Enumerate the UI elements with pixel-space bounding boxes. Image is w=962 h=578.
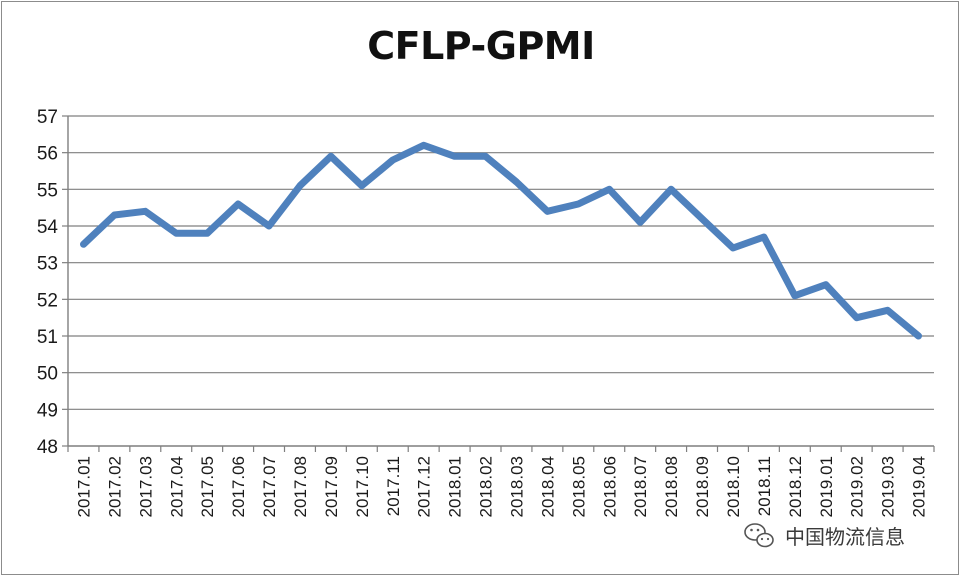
watermark: 中国物流信息 — [744, 523, 905, 549]
x-tick-label: 2019.04 — [910, 456, 929, 517]
x-tick-label: 2018.03 — [507, 456, 526, 517]
x-tick-label: 2018.11 — [755, 456, 774, 516]
data-point — [729, 245, 736, 251]
data-point — [327, 153, 334, 160]
data-point — [575, 201, 582, 207]
x-tick-label: 2018.06 — [600, 456, 619, 517]
y-tick-label: 49 — [37, 400, 58, 421]
data-point — [266, 223, 273, 229]
x-tick-label: 2017.01 — [74, 456, 93, 517]
x-tick-label: 2017.03 — [136, 456, 155, 517]
x-tick-label: 2017.11 — [384, 456, 403, 516]
y-tick-label: 57 — [37, 107, 58, 128]
wechat-icon — [744, 523, 774, 548]
data-point — [173, 230, 180, 237]
x-tick-label: 2018.10 — [724, 456, 743, 517]
data-point — [389, 157, 396, 163]
series-line — [80, 141, 922, 340]
series-group — [80, 141, 922, 340]
y-tick-label: 52 — [37, 290, 58, 311]
x-axis-ticks: 2017.01 2017.02 2017.03 2017.04 2017.05 2017.… — [67, 446, 935, 517]
x-tick-label: 2018.02 — [477, 456, 496, 517]
data-point — [760, 234, 767, 240]
x-tick-label: 2019.02 — [848, 456, 867, 517]
x-tick-label: 2017.02 — [105, 456, 124, 517]
x-tick-label: 2019.01 — [817, 456, 836, 517]
data-point — [142, 208, 149, 215]
x-tick-label: 2018.08 — [662, 456, 681, 517]
y-tick-label: 56 — [37, 144, 58, 165]
x-tick-label: 2018.12 — [786, 456, 805, 517]
data-point — [853, 314, 860, 321]
x-tick-label: 2018.05 — [569, 456, 588, 517]
y-axis-ticks: 48 49 50 51 52 53 54 55 56 57 — [37, 107, 68, 458]
data-point — [791, 292, 798, 299]
x-tick-label: 2018.09 — [693, 456, 712, 517]
y-tick-label: 53 — [37, 254, 58, 275]
y-tick-label: 51 — [37, 327, 58, 348]
data-point — [606, 186, 613, 193]
data-point — [235, 201, 242, 207]
x-tick-label: 2017.05 — [198, 456, 217, 517]
data-point — [80, 241, 87, 248]
data-point — [699, 215, 706, 222]
x-tick-label: 2017.06 — [229, 456, 248, 517]
data-point — [915, 333, 922, 339]
data-point — [668, 186, 675, 193]
x-tick-label: 2017.10 — [353, 456, 372, 517]
y-tick-label: 55 — [37, 180, 58, 201]
x-tick-label: 2018.04 — [538, 456, 557, 517]
y-tick-label: 50 — [37, 364, 58, 385]
x-tick-label: 2018.01 — [446, 456, 465, 517]
data-point — [482, 153, 489, 160]
data-point — [451, 153, 458, 160]
data-point — [513, 179, 520, 185]
data-point — [884, 307, 891, 314]
data-point — [111, 212, 118, 218]
x-tick-label: 2017.08 — [291, 456, 310, 517]
x-tick-label: 2017.09 — [322, 456, 341, 517]
x-tick-label: 2017.12 — [415, 456, 434, 517]
data-point — [637, 219, 644, 226]
data-point — [296, 182, 303, 189]
y-tick-label: 48 — [37, 437, 58, 458]
x-tick-label: 2017.04 — [167, 456, 186, 517]
x-tick-label: 2017.07 — [260, 456, 279, 517]
data-point — [358, 182, 365, 189]
x-tick-label: 2019.03 — [879, 456, 898, 517]
x-tick-label: 2018.07 — [631, 456, 650, 517]
data-point — [544, 208, 551, 215]
chart-title: CFLP-GPMI — [367, 24, 595, 68]
watermark-text: 中国物流信息 — [785, 525, 905, 549]
y-tick-label: 54 — [37, 217, 59, 238]
data-point — [420, 142, 427, 149]
gridlines — [68, 115, 934, 410]
data-point — [204, 230, 211, 237]
data-point — [822, 281, 829, 288]
